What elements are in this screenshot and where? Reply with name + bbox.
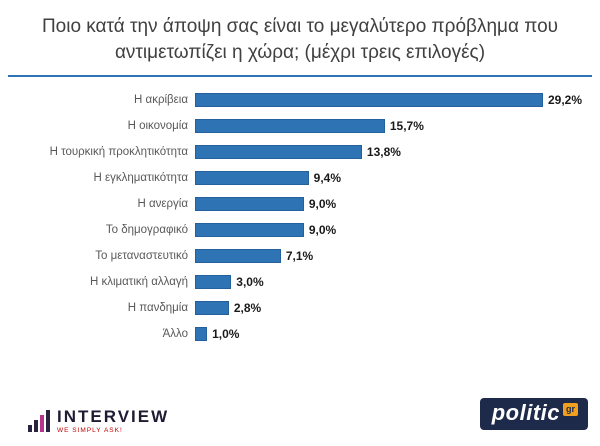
interview-wordmark-block: INTERVIEW We simply ask! bbox=[57, 408, 169, 435]
politic-gr-badge: gr bbox=[563, 403, 578, 416]
bar bbox=[195, 301, 229, 316]
interview-tagline: We simply ask! bbox=[57, 426, 123, 434]
bar-track: 3,0% bbox=[195, 269, 582, 295]
value-label: 7,1% bbox=[285, 249, 314, 264]
chart-row: Άλλο 1,0% bbox=[10, 321, 582, 347]
bar-track: 9,0% bbox=[195, 217, 582, 243]
value-label: 9,0% bbox=[308, 197, 337, 212]
category-label: Η ακρίβεια bbox=[134, 94, 188, 107]
chart-row: Η εγκληματικότητα 9,4% bbox=[10, 165, 582, 191]
chart-row: Η ανεργία 9,0% bbox=[10, 191, 582, 217]
bar-icon-segment bbox=[34, 420, 38, 432]
bar-icon-segment bbox=[46, 410, 50, 432]
value-label: 2,8% bbox=[233, 301, 262, 316]
category-label: Η κλιματική αλλαγή bbox=[89, 276, 188, 289]
category-label: Η ανεργία bbox=[137, 198, 188, 211]
bar-icon-segment bbox=[40, 415, 44, 432]
value-label: 9,0% bbox=[308, 223, 337, 238]
bar-chart-icon bbox=[28, 410, 50, 434]
value-label: 9,4% bbox=[313, 171, 342, 186]
value-label: 1,0% bbox=[212, 327, 240, 342]
bar-track: 9,4% bbox=[195, 165, 582, 191]
politic-logo: politic gr bbox=[479, 398, 588, 430]
bar-track: 9,0% bbox=[195, 191, 582, 217]
bar-track: 29,2% bbox=[195, 87, 582, 113]
title-divider bbox=[8, 75, 592, 78]
bar-track: 7,1% bbox=[195, 243, 582, 269]
bar-track: 1,0% bbox=[195, 321, 582, 347]
bar-track: 2,8% bbox=[195, 295, 582, 321]
footer: INTERVIEW We simply ask! politic gr bbox=[0, 390, 600, 446]
politic-wordmark: politic bbox=[491, 400, 560, 425]
category-label: Η εγκληματικότητα bbox=[93, 172, 188, 185]
chart-row: Η οικονομία 15,7% bbox=[10, 113, 582, 139]
category-label: Η οικονομία bbox=[127, 120, 188, 133]
value-label: 15,7% bbox=[389, 119, 424, 134]
chart-row: Η πανδημία 2,8% bbox=[10, 295, 582, 321]
category-label: Το μεταναστευτικό bbox=[95, 250, 188, 263]
bar bbox=[195, 197, 304, 212]
value-label: 13,8% bbox=[366, 145, 401, 160]
chart-row: Η κλιματική αλλαγή 3,0% bbox=[10, 269, 582, 295]
bar-icon-segment bbox=[28, 425, 32, 432]
category-label: Η τουρκική προκλητικότητα bbox=[49, 146, 188, 159]
category-label: Το δημογραφικό bbox=[105, 224, 188, 237]
category-label: Η πανδημία bbox=[127, 302, 188, 315]
chart-row: Η ακρίβεια 29,2% bbox=[10, 87, 582, 113]
bar bbox=[195, 171, 309, 186]
horizontal-bar-chart: Η ακρίβεια 29,2% Η οικονομία 15,7% Η τουρκικ… bbox=[10, 87, 582, 347]
value-label: 3,0% bbox=[236, 275, 264, 290]
bar bbox=[195, 119, 385, 134]
chart-row: Το μεταναστευτικό 7,1% bbox=[10, 243, 582, 269]
bar bbox=[195, 223, 304, 238]
bar bbox=[195, 275, 232, 290]
value-label: 29,2% bbox=[547, 93, 582, 108]
bar bbox=[195, 93, 543, 108]
interview-logo: INTERVIEW We simply ask! bbox=[28, 408, 169, 435]
bar bbox=[195, 327, 208, 342]
bar-track: 13,8% bbox=[195, 139, 582, 165]
bar bbox=[195, 249, 281, 264]
interview-wordmark: INTERVIEW bbox=[57, 406, 170, 426]
category-label: Άλλο bbox=[162, 328, 188, 341]
chart-title: Ποιο κατά την άποψη σας είναι το μεγαλύτ… bbox=[41, 16, 559, 63]
chart-row: Το δημογραφικό 9,0% bbox=[10, 217, 582, 243]
bar-track: 15,7% bbox=[195, 113, 582, 139]
chart-row: Η τουρκική προκλητικότητα 13,8% bbox=[10, 139, 582, 165]
bar bbox=[195, 145, 362, 160]
